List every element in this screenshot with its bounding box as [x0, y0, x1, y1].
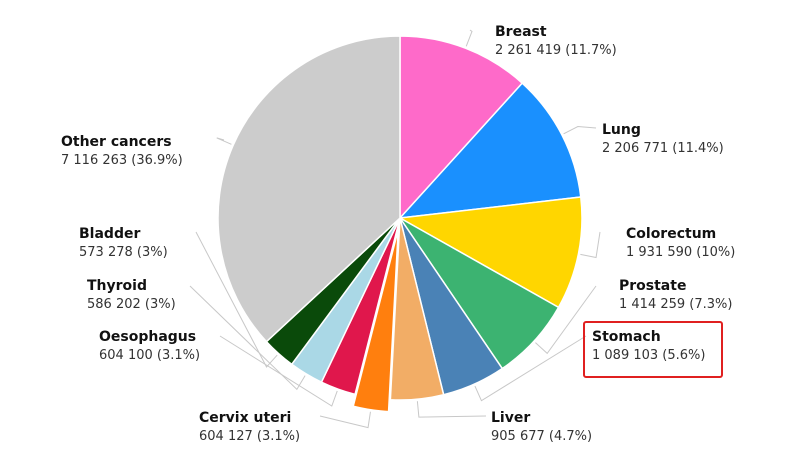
slice-cervix-uteri — [352, 229, 399, 413]
leader-line-prostate — [535, 285, 597, 355]
label-name-liver: Liver — [491, 410, 530, 426]
label-name-prostate: Prostate — [619, 278, 686, 294]
label-value-oesophagus: 604 100 (3.1%) — [99, 348, 200, 363]
label-value-lung: 2 206 771 (11.4%) — [602, 141, 724, 156]
label-name-lung: Lung — [602, 122, 641, 138]
label-value-cervix-uteri: 604 127 (3.1%) — [199, 429, 300, 444]
label-name-other-cancers: Other cancers — [61, 134, 172, 150]
label-name-oesophagus: Oesophagus — [99, 329, 196, 345]
label-name-cervix-uteri: Cervix uteri — [199, 410, 291, 426]
highlight-box-stomach — [583, 321, 723, 378]
leader-line-thyroid — [189, 285, 306, 391]
label-value-breast: 2 261 419 (11.7%) — [495, 43, 617, 58]
slice-other-cancers — [217, 35, 401, 343]
leader-line-oesophagus — [219, 335, 338, 407]
slice-breast — [399, 35, 524, 220]
label-value-stomach: 1 089 103 (5.6%) — [592, 348, 705, 363]
label-value-bladder: 573 278 (3%) — [79, 245, 168, 260]
slice-liver — [389, 217, 445, 401]
leader-line-liver — [416, 401, 487, 418]
label-value-colorectum: 1 931 590 (10%) — [626, 245, 735, 260]
label-value-thyroid: 586 202 (3%) — [87, 297, 176, 312]
leader-lines — [189, 29, 601, 429]
label-value-other-cancers: 7 116 263 (36.9%) — [61, 153, 183, 168]
slice-colorectum — [397, 196, 583, 309]
leader-line-cervix-uteri — [319, 411, 371, 429]
label-name-bladder: Bladder — [79, 226, 140, 242]
label-value-liver: 905 677 (4.7%) — [491, 429, 592, 444]
pie-slices — [217, 35, 583, 413]
slice-lung — [398, 82, 582, 219]
label-name-colorectum: Colorectum — [626, 226, 716, 242]
leader-line-other-cancers — [216, 137, 232, 145]
slice-labels: Breast 2 261 419 (11.7%) Lung 2 206 771 (11… — [61, 24, 735, 444]
label-name-breast: Breast — [495, 24, 547, 40]
leader-line-colorectum — [580, 231, 601, 259]
leader-line-stomach — [474, 335, 587, 402]
leader-line-breast — [465, 29, 473, 47]
leader-line-bladder — [195, 231, 278, 368]
label-name-stomach: Stomach — [592, 329, 661, 345]
leader-line-lung — [563, 126, 597, 135]
label-name-thyroid: Thyroid — [87, 278, 147, 294]
label-value-prostate: 1 414 259 (7.3%) — [619, 297, 732, 312]
